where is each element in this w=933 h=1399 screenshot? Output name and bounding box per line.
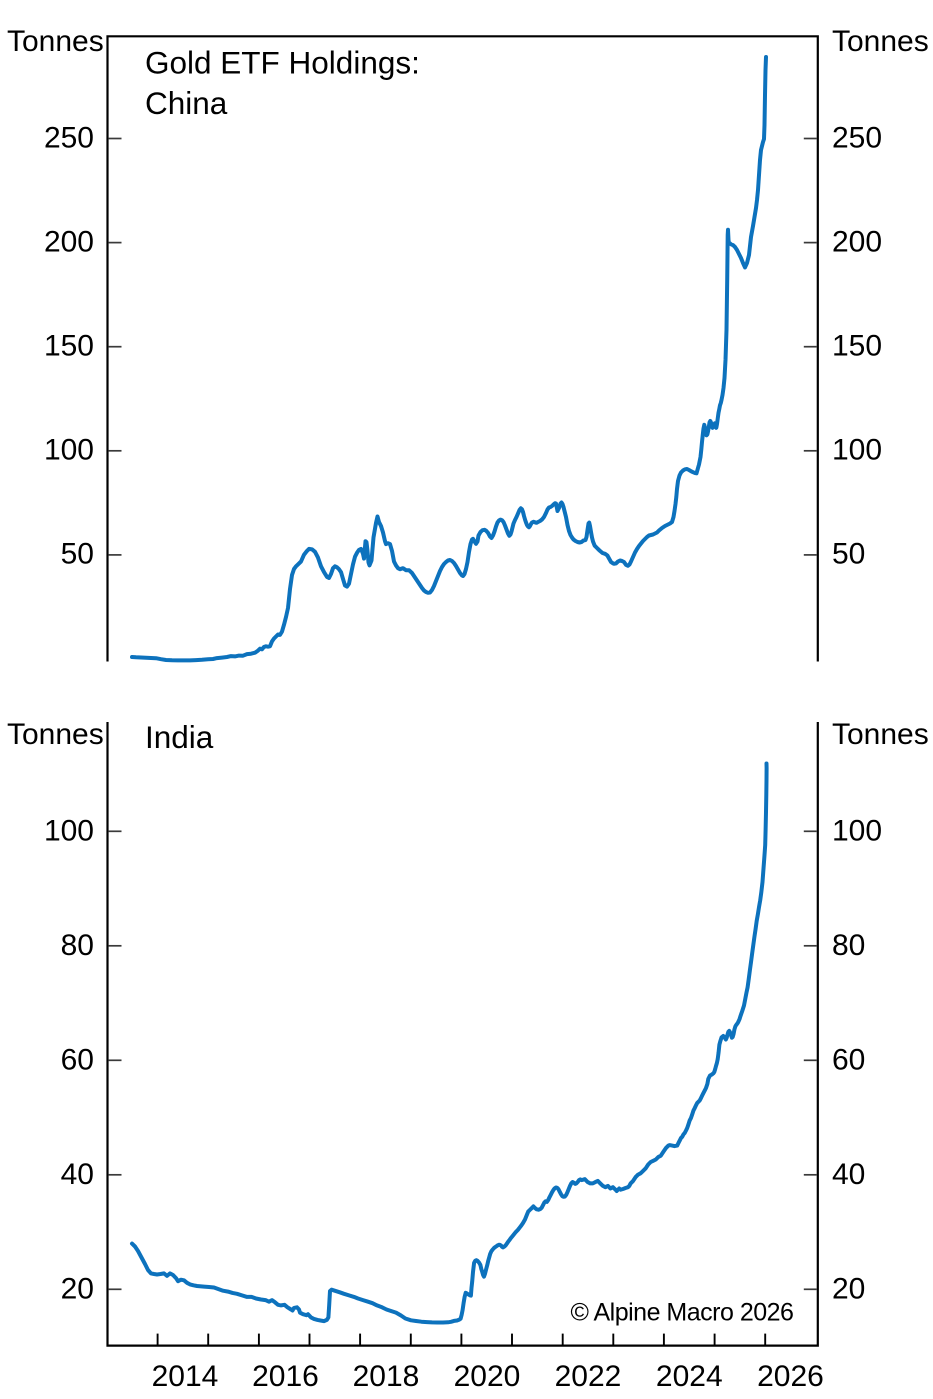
svg-text:200: 200	[832, 225, 882, 258]
svg-text:40: 40	[61, 1158, 94, 1191]
svg-text:150: 150	[44, 330, 94, 363]
svg-text:China: China	[145, 85, 228, 121]
svg-text:Tonnes: Tonnes	[7, 25, 104, 58]
svg-text:2018: 2018	[353, 1360, 420, 1393]
svg-text:2022: 2022	[555, 1360, 622, 1393]
svg-text:60: 60	[61, 1044, 94, 1077]
svg-text:100: 100	[832, 434, 882, 467]
svg-text:100: 100	[44, 815, 94, 848]
svg-text:100: 100	[832, 815, 882, 848]
svg-text:Gold ETF Holdings:: Gold ETF Holdings:	[145, 45, 420, 81]
svg-text:2016: 2016	[252, 1360, 319, 1393]
svg-text:50: 50	[61, 538, 94, 571]
svg-text:2020: 2020	[454, 1360, 521, 1393]
svg-text:100: 100	[44, 434, 94, 467]
svg-text:250: 250	[44, 121, 94, 154]
svg-text:© Alpine Macro 2026: © Alpine Macro 2026	[571, 1298, 794, 1326]
svg-text:250: 250	[832, 121, 882, 154]
svg-text:60: 60	[832, 1044, 865, 1077]
svg-text:50: 50	[832, 538, 865, 571]
svg-text:Tonnes: Tonnes	[832, 718, 929, 751]
svg-text:India: India	[145, 719, 214, 755]
svg-text:20: 20	[61, 1273, 94, 1306]
svg-text:Tonnes: Tonnes	[7, 718, 104, 751]
svg-text:150: 150	[832, 330, 882, 363]
svg-text:80: 80	[832, 929, 865, 962]
svg-text:2014: 2014	[152, 1360, 219, 1393]
svg-text:40: 40	[832, 1158, 865, 1191]
svg-text:200: 200	[44, 225, 94, 258]
svg-text:20: 20	[832, 1273, 865, 1306]
svg-text:2026: 2026	[757, 1360, 824, 1393]
svg-text:2024: 2024	[656, 1360, 723, 1393]
svg-text:Tonnes: Tonnes	[832, 25, 929, 58]
svg-text:80: 80	[61, 929, 94, 962]
